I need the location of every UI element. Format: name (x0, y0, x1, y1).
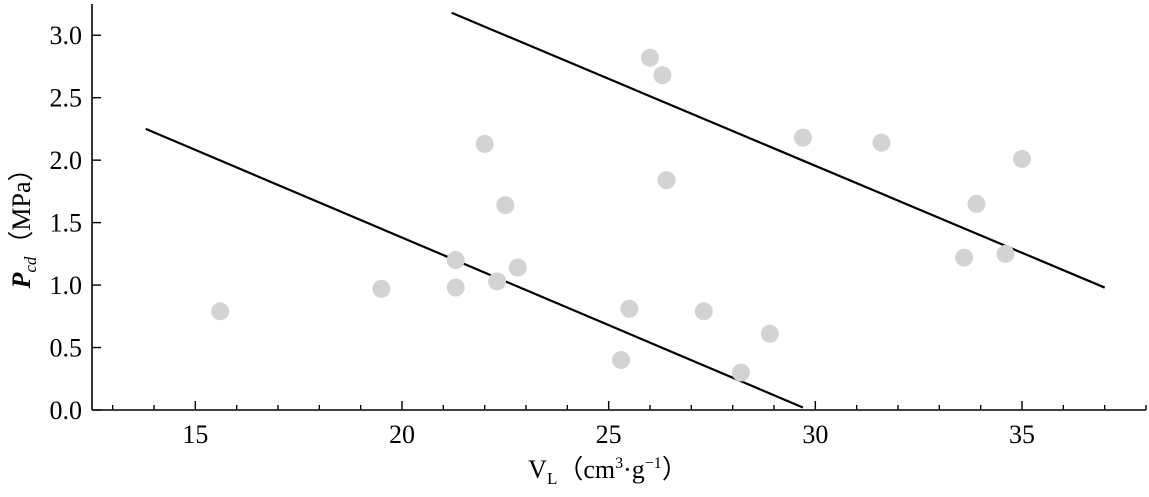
data-point (488, 272, 507, 291)
y-axis-title: Pcd（MPa） (7, 155, 40, 289)
x-tick-label: 25 (596, 420, 622, 449)
data-point (760, 324, 779, 343)
fit-lines (145, 11, 1106, 409)
data-point (1013, 149, 1031, 168)
data-point (446, 251, 465, 270)
y-tick-label: 2.5 (50, 84, 83, 113)
data-points (211, 48, 1031, 382)
y-tick-label: 2.0 (50, 146, 83, 175)
axes (91, 4, 1146, 411)
y-tick-label: 1.0 (50, 271, 83, 300)
x-axis-title-main: V (528, 455, 547, 484)
data-point (996, 244, 1015, 263)
data-point (508, 258, 527, 277)
data-point (372, 279, 391, 298)
tick-marks: 0.0 0.5 1.0 1.5 2.0 2.5 3.0 15 20 25 30 35 (50, 21, 1147, 449)
data-point (657, 171, 676, 190)
data-point (612, 351, 631, 370)
trend-line (451, 11, 1106, 289)
data-point (694, 302, 713, 321)
x-axis-title-unit-sup2: −1 (645, 455, 662, 472)
y-axis-title-main: P (7, 272, 36, 290)
y-tick-label: 0.0 (50, 396, 83, 425)
x-axis-title-unit-open: （cm (557, 455, 615, 484)
data-point (793, 128, 812, 147)
data-point (731, 363, 750, 382)
y-axis-title-unit: （MPa） (7, 155, 36, 256)
data-point (496, 196, 515, 215)
y-tick-label: 1.5 (50, 209, 83, 238)
x-axis-title-unit-mid: ·g (623, 455, 645, 484)
data-point (620, 299, 639, 318)
data-point (872, 133, 891, 152)
x-axis-title-unit-close: ） (662, 455, 688, 484)
x-tick-label: 30 (802, 420, 828, 449)
data-point (641, 48, 659, 67)
y-tick-label: 0.5 (50, 334, 83, 363)
trend-line (145, 127, 804, 409)
x-tick-label: 20 (389, 420, 415, 449)
data-point (446, 278, 465, 297)
x-axis-title-subscript: L (547, 469, 557, 488)
x-tick-label: 35 (1009, 420, 1035, 449)
data-point (967, 194, 986, 213)
x-axis-title-unit-sup: 3 (615, 455, 623, 472)
data-point (475, 134, 494, 153)
data-point (955, 248, 974, 267)
y-axis-title-subscript: cd (21, 256, 40, 273)
x-axis-title: VL（cm3·g−1） (528, 455, 688, 488)
data-point (211, 302, 230, 321)
data-point (653, 66, 672, 85)
x-tick-label: 15 (182, 420, 208, 449)
y-tick-label: 3.0 (50, 21, 83, 50)
